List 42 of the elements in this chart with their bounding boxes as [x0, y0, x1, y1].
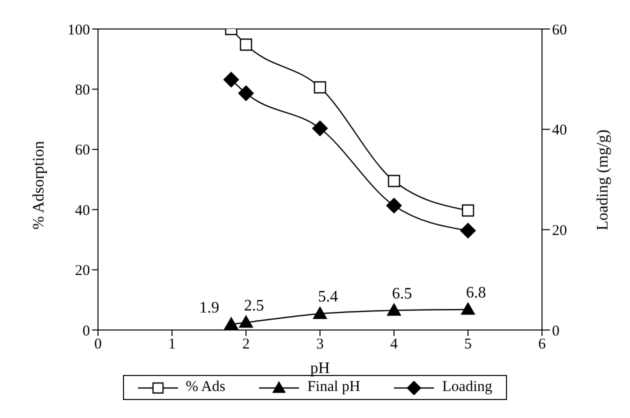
x-tick-label: 1	[168, 336, 176, 353]
point	[223, 72, 239, 88]
data-label: 6.8	[466, 284, 486, 302]
y-tick-label: 0	[82, 323, 90, 340]
y-tick-label: 60	[75, 142, 90, 159]
x-tick-label: 6	[538, 336, 546, 353]
legend-label: Loading	[442, 379, 492, 396]
point	[314, 81, 326, 94]
y2-tick-label: 20	[552, 222, 567, 239]
point	[388, 174, 400, 188]
point	[313, 306, 327, 320]
point	[460, 222, 476, 238]
y-tick-label: 20	[75, 263, 90, 280]
y-tick-label: 100	[68, 22, 90, 38]
y2-axis-title: Loading (mg/g)	[594, 130, 612, 230]
point	[312, 120, 328, 136]
x-tick-label: 4	[390, 336, 398, 353]
point	[224, 317, 238, 330]
y2-tick-label: 60	[552, 22, 567, 38]
point	[238, 85, 254, 101]
y-axis-title: % Adsorption	[30, 141, 48, 230]
x-tick-label: 5	[464, 336, 472, 353]
point	[386, 198, 402, 214]
point	[387, 304, 401, 316]
y-tick-label: 40	[75, 202, 90, 219]
y2-tick-label: 0	[552, 323, 560, 340]
data-label: 6.5	[392, 285, 412, 302]
legend-label: % Ads	[186, 379, 226, 396]
x-tick-label: 3	[316, 336, 324, 353]
legend-label: Final pH	[307, 379, 360, 396]
data-label: 5.4	[318, 288, 338, 306]
data-label: 2.5	[244, 297, 264, 314]
data-label: 1.9	[199, 299, 220, 316]
x-axis-title: pH	[310, 360, 330, 377]
point	[461, 302, 475, 315]
point	[239, 316, 253, 328]
y2-tick-label: 40	[552, 122, 567, 139]
point	[462, 204, 474, 217]
point	[240, 38, 252, 51]
y-tick-label: 80	[75, 82, 90, 99]
x-tick-label: 2	[242, 336, 250, 353]
x-tick-label: 0	[94, 336, 102, 353]
